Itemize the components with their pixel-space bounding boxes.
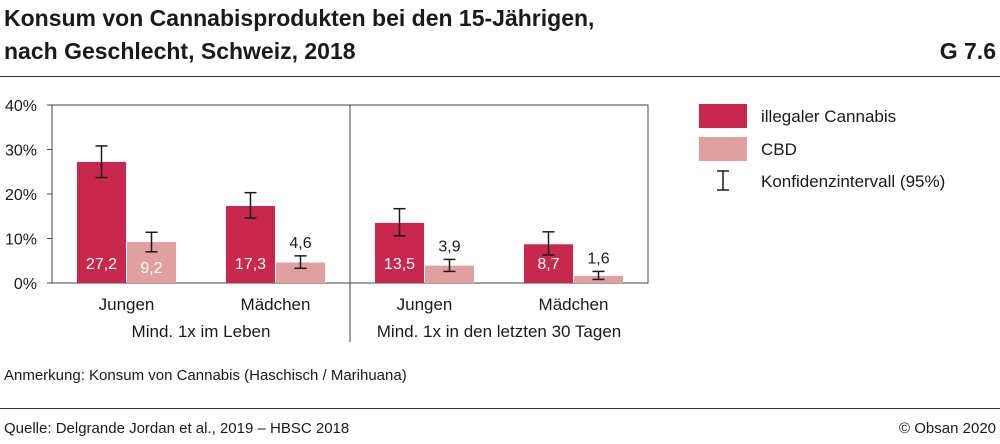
bar-cbd: [276, 262, 325, 283]
chart-note: Anmerkung: Konsum von Cannabis (Haschisc…: [4, 367, 407, 384]
y-tick-label: 0%: [14, 276, 37, 293]
category-label: Mädchen: [241, 295, 311, 314]
bar-cbd: [425, 265, 474, 283]
group-label: Mind. 1x in den letzten 30 Tagen: [377, 322, 621, 341]
top-rule: [0, 76, 1000, 77]
y-tick-label: 10%: [5, 232, 37, 249]
data-label-illegal: 8,7: [537, 256, 559, 273]
category-label: Jungen: [397, 295, 453, 314]
figure-id: G 7.6: [939, 38, 996, 64]
bar-illegal: [226, 206, 275, 283]
data-label-cbd: 4,6: [289, 235, 311, 252]
y-tick-label: 30%: [5, 143, 37, 160]
category-label: Mädchen: [539, 295, 609, 314]
y-tick-label: 40%: [5, 98, 37, 115]
data-label-cbd: 3,9: [438, 238, 460, 255]
data-label-cbd: 9,2: [140, 260, 162, 277]
category-label: Jungen: [99, 295, 155, 314]
title-line-2: nach Geschlecht, Schweiz, 2018: [4, 38, 356, 64]
data-label-cbd: 1,6: [587, 250, 609, 267]
data-label-illegal: 17,3: [235, 256, 266, 273]
group-label: Mind. 1x im Leben: [132, 322, 271, 341]
bar-illegal: [77, 161, 126, 283]
legend-swatch-cbd: [699, 137, 747, 161]
title-line-1: Konsum von Cannabisprodukten bei den 15-…: [4, 5, 595, 31]
data-label-illegal: 27,2: [86, 256, 117, 273]
legend-label-ci: Konfidenzintervall (95%): [761, 172, 945, 191]
bottom-rule: [0, 408, 1000, 409]
legend-label-illegal: illegaler Cannabis: [761, 107, 896, 126]
data-label-illegal: 13,5: [384, 256, 415, 273]
legend-label-cbd: CBD: [761, 140, 797, 159]
chart-title: Konsum von Cannabisprodukten bei den 15-…: [4, 2, 594, 68]
source-text: Quelle: Delgrande Jordan et al., 2019 – …: [4, 420, 350, 437]
copyright-text: © Obsan 2020: [899, 420, 996, 437]
y-tick-label: 20%: [5, 187, 37, 204]
legend-swatch-illegal: [699, 104, 747, 128]
